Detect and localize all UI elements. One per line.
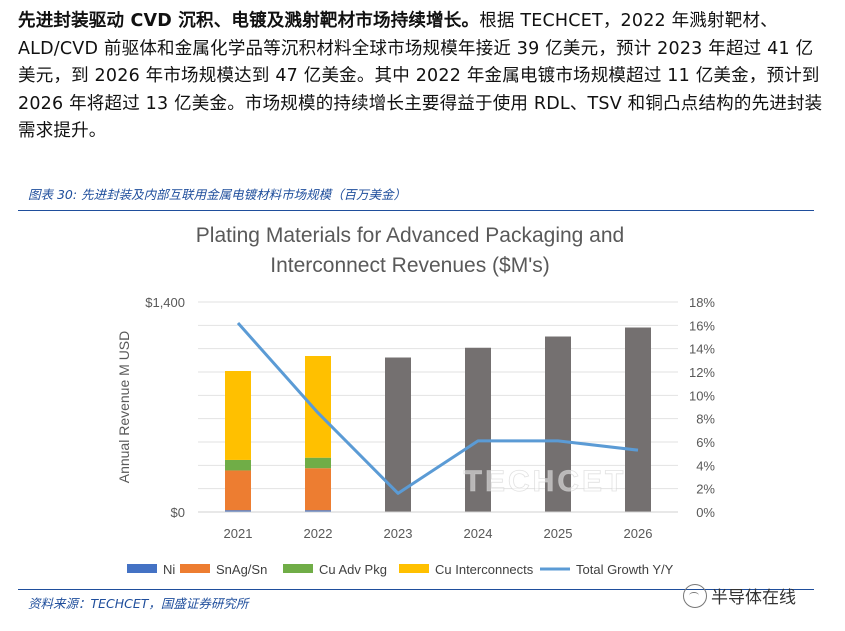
y-tick-label: $1,400 xyxy=(145,295,185,310)
y2-tick-label: 2% xyxy=(696,482,715,497)
x-tick-label: 2026 xyxy=(624,526,653,541)
brand-watermark: 半导体在线 xyxy=(683,583,796,608)
bar-ni xyxy=(225,510,251,512)
legend-label: Ni xyxy=(163,562,175,577)
intro-paragraph: 先进封装驱动 CVD 沉积、电镀及溅射靶材市场持续增长。根据 TECHCET，2… xyxy=(18,8,830,146)
legend-swatch xyxy=(283,564,313,573)
y2-tick-label: 4% xyxy=(696,458,715,473)
bar-total xyxy=(465,347,491,512)
legend: Ni SnAg/Sn Cu Adv Pkg Cu Interconnects Total… xyxy=(127,562,674,577)
y2-tick-label: 8% xyxy=(696,412,715,427)
legend-swatch xyxy=(127,564,157,573)
y2-tick-label: 10% xyxy=(689,388,715,403)
y-tick-label: $0 xyxy=(171,505,185,520)
bar-total xyxy=(545,336,571,512)
legend-label: Total Growth Y/Y xyxy=(576,562,674,577)
legend-label: Cu Adv Pkg xyxy=(319,562,387,577)
y2-tick-label: 6% xyxy=(696,435,715,450)
growth-line-path xyxy=(236,322,639,495)
caption-divider xyxy=(18,210,814,211)
legend-label: SnAg/Sn xyxy=(216,562,267,577)
bar-ni xyxy=(305,510,331,512)
x-tick-label: 2021 xyxy=(224,526,253,541)
legend-swatch xyxy=(399,564,429,573)
y2-tick-label: 16% xyxy=(689,318,715,333)
growth-line xyxy=(236,322,639,495)
bar-cu-adv-pkg xyxy=(305,457,331,469)
legend-label: Cu Interconnects xyxy=(435,562,534,577)
y-axis-label: Annual Revenue M USD xyxy=(116,331,132,484)
source-note: 资料来源：TECHCET，国盛证券研究所 xyxy=(28,596,249,611)
legend-swatch xyxy=(180,564,210,573)
chart-title-line1: Plating Materials for Advanced Packaging… xyxy=(196,224,624,247)
y2-tick-label: 0% xyxy=(696,505,715,520)
bar-cu-interconnects xyxy=(305,356,331,458)
x-tick-label: 2025 xyxy=(544,526,573,541)
bar-total xyxy=(625,327,651,512)
x-tick-label: 2022 xyxy=(304,526,333,541)
plating-materials-chart: Plating Materials for Advanced Packaging… xyxy=(116,224,715,577)
y2-tick-label: 12% xyxy=(689,365,715,380)
watermark-techcet: TECHCET xyxy=(464,465,627,498)
chart-title-line2: Interconnect Revenues ($M's) xyxy=(270,254,549,277)
x-tick-label: 2024 xyxy=(464,526,493,541)
axes: 0% 2% 4% 6% 8% 10% 12% 14% 16% 18% $0 $1,400 2021 202… xyxy=(145,295,715,541)
figure-caption: 图表 30: 先进封装及内部互联用金属电镀材料市场规模（百万美金） xyxy=(28,187,407,202)
bar-snag-sn xyxy=(305,468,331,511)
brand-watermark-text: 半导体在线 xyxy=(711,588,796,608)
bar-snag-sn xyxy=(225,470,251,511)
bars xyxy=(225,327,651,512)
wechat-icon xyxy=(683,583,707,608)
x-tick-label: 2023 xyxy=(384,526,413,541)
bar-cu-interconnects xyxy=(225,371,251,460)
y2-tick-label: 18% xyxy=(689,295,715,310)
y2-tick-label: 14% xyxy=(689,342,715,357)
bar-cu-adv-pkg xyxy=(225,459,251,471)
paragraph-body: 根据 TECHCET，2022 年溅射靶材、ALD/CVD 前驱体和金属化学品等… xyxy=(18,11,823,141)
paragraph-lead: 先进封装驱动 CVD 沉积、电镀及溅射靶材市场持续增长。 xyxy=(18,11,480,31)
source-divider xyxy=(18,589,814,590)
